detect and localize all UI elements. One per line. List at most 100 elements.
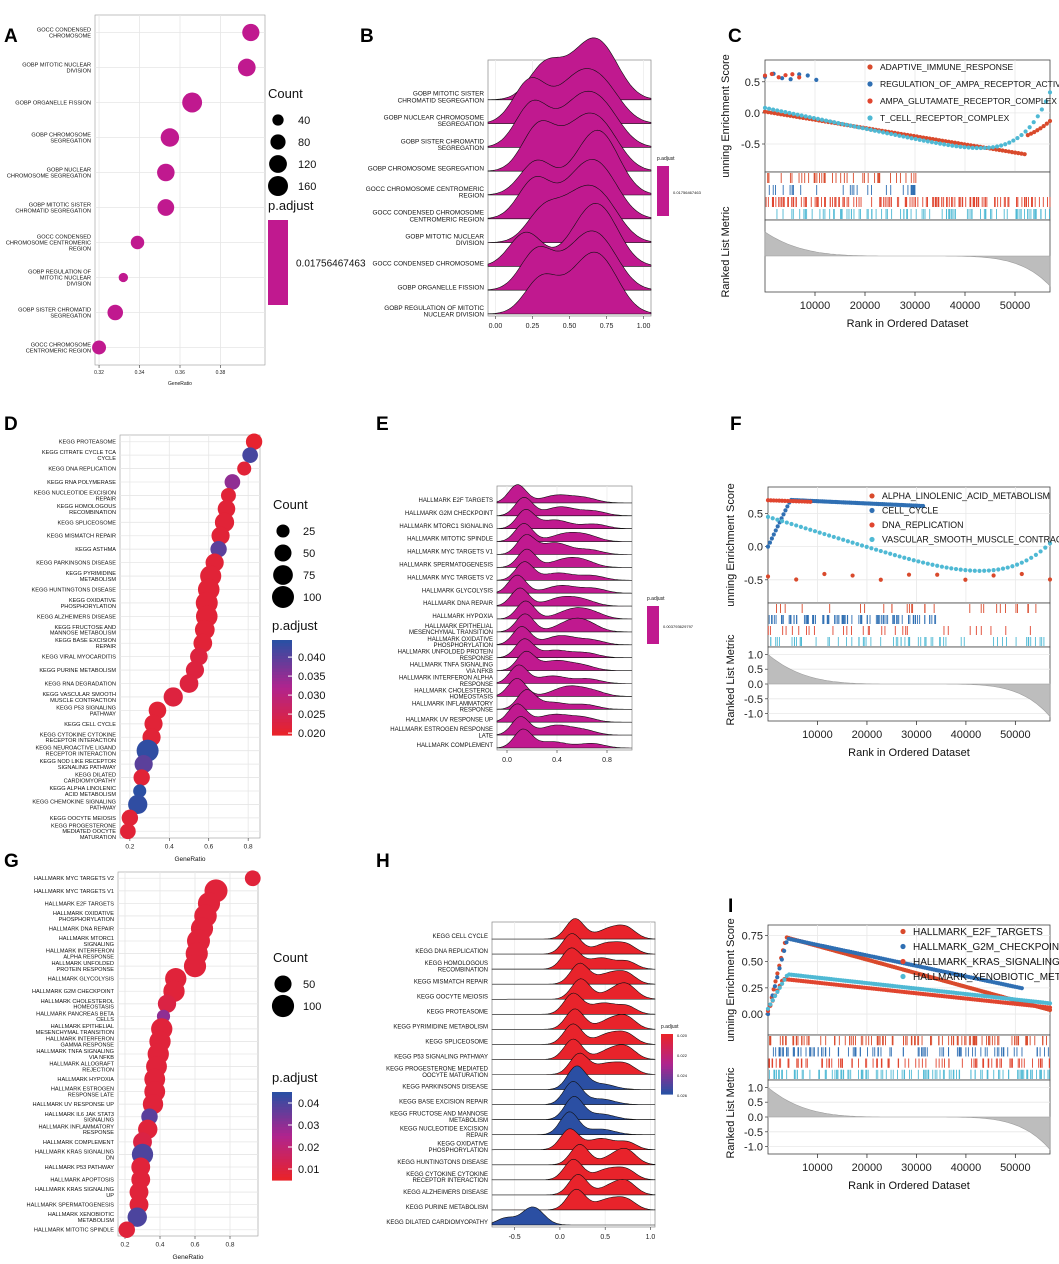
legend-label: ALPHA_LINOLENIC_ACID_METABOLISM (882, 491, 1050, 501)
legend-label: T_CELL_RECEPTOR_COMPLEX (880, 113, 1010, 123)
es-point (1003, 148, 1008, 154)
color-legend-bar (661, 1086, 673, 1090)
es-point (869, 546, 874, 551)
data-point (211, 526, 230, 545)
es-point (874, 547, 879, 552)
data-point (157, 199, 175, 216)
es-point (836, 121, 841, 126)
es-point (978, 145, 983, 151)
es-point (832, 120, 837, 125)
data-point (118, 272, 129, 283)
es-point (765, 1006, 771, 1011)
color-legend-bar (272, 659, 292, 663)
panel-label-f: F (730, 414, 742, 435)
es-point (762, 73, 768, 78)
color-legend-bar (272, 1138, 292, 1143)
category-label: GOBP CHROMOSOME SEGREGATION (31, 133, 91, 145)
size-legend-dot (271, 994, 295, 1018)
size-legend-dot (272, 114, 284, 126)
legend-label: HALLMARK_KRAS_SIGNALING_DN (913, 957, 1059, 968)
dotplot-D: 0.2 0.4 0.6 0.8 KEGG PROTEASOME KEGG CITRATE … (32, 433, 326, 863)
x-tick-label: 0.5 (600, 1234, 610, 1241)
data-point (182, 92, 203, 113)
category-label: KEGG DILATED CARDIOMYOPATHY (386, 1220, 488, 1226)
x-tick-label: 10000 (800, 300, 831, 312)
y-tick-label: 0.5 (748, 664, 763, 676)
legend-label: VASCULAR_SMOOTH_MUSCLE_CONTRACTION (882, 535, 1059, 545)
es-point (1028, 131, 1034, 136)
color-legend-bar (272, 652, 292, 657)
category-label: KEGG RNA DEGRADATION (45, 681, 116, 687)
color-legend-label: 0.04 (298, 1098, 319, 1110)
color-legend-bar (661, 1081, 673, 1085)
es-point (963, 577, 968, 582)
es-point (986, 145, 992, 150)
density-ridge (496, 626, 632, 646)
size-legend-dot (274, 975, 292, 993)
es-point (772, 984, 778, 989)
x-axis-label: GeneRatio (174, 856, 205, 863)
es-point (1035, 128, 1040, 133)
y-tick-label: 0.0 (748, 1112, 763, 1124)
x-tick-label: 0.0 (555, 1234, 565, 1241)
color-legend-bar (272, 1159, 292, 1163)
es-point (994, 144, 1000, 149)
es-point (905, 135, 910, 140)
x-axis-label: Rank in Ordered Dataset (848, 747, 970, 759)
es-point (772, 993, 778, 999)
density-ridge (496, 716, 632, 736)
es-point (893, 132, 898, 138)
y-axis-label-es: unning Enrichment Score (725, 918, 737, 1042)
category-label: KEGG CHEMOKINE SIGNALING PATHWAY (32, 799, 116, 811)
color-legend-bar (661, 1034, 673, 1038)
color-legend-bar (272, 665, 292, 670)
size-legend-label: 100 (303, 592, 321, 604)
color-legend-bar (661, 1056, 673, 1060)
es-point (840, 121, 845, 127)
color-legend-bar (661, 1084, 673, 1088)
es-point (770, 516, 775, 521)
size-legend-label: 120 (298, 159, 316, 171)
es-point (911, 558, 916, 563)
es-point (784, 520, 789, 525)
density-ridge (496, 587, 632, 607)
es-point (1006, 149, 1011, 154)
es-point (775, 971, 780, 976)
size-legend-label: 25 (303, 526, 315, 538)
size-legend-label: 100 (303, 1001, 321, 1013)
x-tick-label: 0.36 (175, 370, 185, 376)
x-tick-label: 0.4 (155, 1242, 164, 1249)
density-ridge (496, 600, 633, 620)
legend-label: REGULATION_OF_AMPA_RECEPTOR_ACTIVITY (880, 79, 1059, 89)
category-label: HALLMARK IL6 JAK STAT3 SIGNALING (45, 1112, 114, 1124)
x-tick-label: 0.6 (204, 844, 213, 851)
category-label: HALLMARK UV RESPONSE UP (406, 717, 493, 723)
es-point (828, 119, 833, 124)
density-ridge (491, 1188, 656, 1211)
legend-marker (900, 958, 906, 965)
density-ridge (496, 508, 633, 529)
x-tick-label: -0.5 (509, 1234, 521, 1241)
es-point (970, 145, 975, 150)
es-point (1047, 541, 1053, 546)
dotplot-G: 0.2 0.4 0.6 0.8 HALLMARK MYC TARGETS V2 HALLM… (27, 870, 321, 1261)
category-label: KEGG ALPHA LINOLENIC ACID METABOLISM (49, 786, 116, 798)
category-label: KEGG NEUROACTIVE LIGAND RECEPTOR INTERACT… (35, 746, 116, 758)
category-label: HALLMARK MTORC1 SIGNALING (59, 936, 114, 948)
data-point (120, 823, 136, 840)
panel-label-d: D (4, 414, 18, 435)
es-point (850, 573, 855, 578)
es-point (1011, 138, 1016, 143)
category-label: KEGG P53 SIGNALING PATHWAY (394, 1055, 488, 1061)
category-label: GOCC CONDENSED CHROMOSOME CENTROMERIC REG… (373, 210, 485, 224)
category-label: HALLMARK MYC TARGETS V2 (34, 876, 114, 882)
color-legend-bar (272, 684, 292, 689)
es-point (901, 134, 906, 139)
es-point (765, 574, 771, 579)
data-point (92, 340, 107, 355)
color-legend-bar (272, 728, 292, 733)
x-tick-label: 0.6 (190, 1242, 199, 1249)
es-point (808, 499, 813, 504)
es-point (791, 111, 796, 116)
es-point (929, 140, 935, 145)
